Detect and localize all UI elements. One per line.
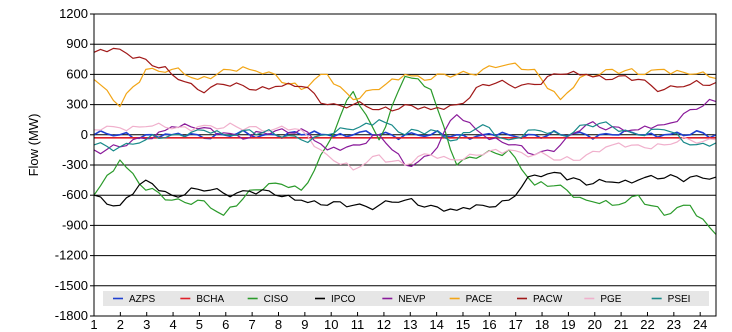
x-tick-label: 19 [561,317,575,332]
x-tick-label: 10 [324,317,338,332]
legend-label-bcha: BCHA [196,294,224,305]
y-tick-labels: -1800 -1500 -1200 -900 -600 -300 0 300 600 900 120… [55,6,88,323]
y-tick-label: 900 [66,36,88,51]
x-tick-label: 6 [222,317,229,332]
legend-box [103,291,709,306]
x-tick-label: 20 [588,317,602,332]
legend-label-psei: PSEI [668,294,691,305]
series-line-psei [93,119,717,152]
legend-label-nevp: NEVP [398,294,426,305]
y-tick-label: 1200 [59,6,88,21]
x-tick-label: 7 [249,317,256,332]
legend-label-ipco: IPCO [331,294,356,305]
x-tick-label: 23 [667,317,681,332]
x-tick-label: 3 [143,317,150,332]
x-tick-label: 4 [169,317,176,332]
x-tick-label: 17 [508,317,522,332]
x-tick-label: 1 [90,317,97,332]
y-tick-label: -600 [62,187,88,202]
y-tick-label: -900 [62,217,88,232]
legend-label-ciso: CISO [264,294,289,305]
x-tick-label: 24 [693,317,707,332]
x-tick-label: 8 [275,317,282,332]
y-tick-label: -1500 [55,278,88,293]
legend-label-pge: PGE [600,294,621,305]
series-line-pacw [93,47,717,112]
y-tick-label: 600 [66,66,88,81]
series-line-pge [93,122,717,171]
x-tick-label: 2 [117,317,124,332]
legend-label-pace: PACE [466,294,493,305]
x-tick-label: 13 [403,317,417,332]
axes [90,13,717,317]
y-tick-label: -300 [62,157,88,172]
legend: AZPS BCHA CISO IPCO NEVP PACE PACW PGE PSEI [103,291,709,306]
y-tick-label: 300 [66,97,88,112]
series-line-pace [93,62,717,108]
x-tick-label: 21 [614,317,628,332]
x-tick-label: 11 [351,317,365,332]
x-tick-label: 15 [456,317,470,332]
x-tick-labels: 1 2 3 4 5 6 7 8 9 10 11 12 13 14 15 16 17 18 19 20 21 22 23 24 [90,317,707,332]
y-tick-label: -1200 [55,248,88,263]
grid-lines [94,13,716,287]
series-line-ciso [93,75,717,235]
y-axis-title: Flow (MW) [26,114,41,177]
legend-label-azps: AZPS [129,294,155,305]
x-tick-label: 18 [535,317,549,332]
x-tick-label: 22 [640,317,654,332]
plot-frame [93,13,717,317]
y-tick-label: 0 [81,127,88,142]
y-tick-label: -1800 [55,308,88,323]
series-line-ipco [93,171,717,212]
series-lines [93,47,717,235]
x-tick-label: 9 [301,317,308,332]
x-tick-label: 14 [429,317,443,332]
legend-label-pacw: PACW [533,294,563,305]
x-tick-label: 12 [377,317,391,332]
x-tick-label: 16 [482,317,496,332]
x-tick-label: 5 [196,317,203,332]
